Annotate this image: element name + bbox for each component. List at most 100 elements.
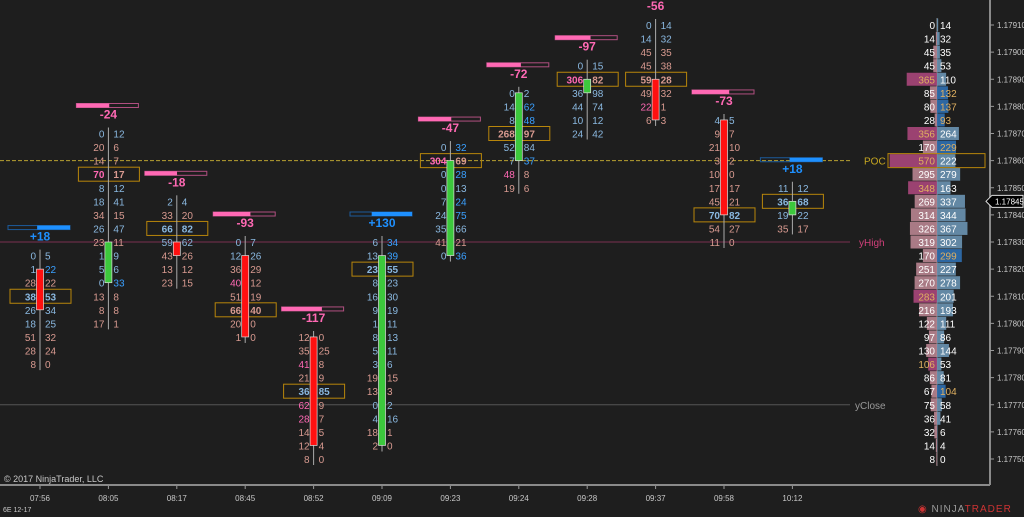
bid-volume: 3 bbox=[372, 360, 378, 371]
profile-ask-volume: 14 bbox=[940, 21, 952, 32]
ask-volume: 2 bbox=[387, 401, 393, 412]
profile-ask-bar bbox=[937, 249, 962, 263]
y-tick-label: 1.17830 bbox=[997, 238, 1024, 247]
bid-volume: 40 bbox=[230, 279, 242, 290]
ask-volume: 12 bbox=[113, 184, 125, 195]
ask-volume: 47 bbox=[113, 224, 125, 235]
profile-ask-bar bbox=[937, 86, 948, 100]
profile-bid-volume: 0 bbox=[929, 21, 935, 32]
ask-volume: 13 bbox=[455, 184, 467, 195]
ask-volume: 20 bbox=[182, 211, 194, 222]
profile-ask-volume: 264 bbox=[940, 130, 957, 141]
profile-bid-volume: 14 bbox=[924, 35, 936, 46]
bid-volume: 0 bbox=[578, 62, 584, 73]
bid-volume: 21 bbox=[298, 374, 310, 385]
y-tick-label: 1.17890 bbox=[997, 75, 1024, 84]
bid-volume: 51 bbox=[25, 333, 37, 344]
bid-volume: 0 bbox=[646, 21, 652, 32]
profile-bid-bar bbox=[908, 181, 937, 195]
ask-volume: 0 bbox=[319, 455, 325, 466]
ask-volume: 84 bbox=[524, 143, 536, 154]
profile-ask-bar bbox=[937, 330, 945, 344]
bid-volume: 59 bbox=[640, 75, 652, 86]
ask-volume: 26 bbox=[250, 252, 262, 263]
y-tick-label: 1.17790 bbox=[997, 347, 1024, 356]
bid-volume: 66 bbox=[230, 306, 242, 317]
bid-volume: 10 bbox=[709, 170, 721, 181]
bid-volume: 36 bbox=[777, 197, 789, 208]
bid-volume: 8 bbox=[509, 116, 515, 127]
ask-volume: 68 bbox=[797, 197, 809, 208]
bid-volume: 33 bbox=[162, 211, 174, 222]
profile-bid-bar bbox=[928, 357, 937, 371]
profile-bid-volume: 348 bbox=[918, 184, 935, 195]
ask-volume: 24 bbox=[455, 197, 467, 208]
ask-volume: 7 bbox=[250, 238, 256, 249]
candle-body-up bbox=[788, 200, 797, 216]
ask-volume: 97 bbox=[524, 130, 536, 141]
ask-volume: 0 bbox=[729, 238, 735, 249]
ask-volume: 0 bbox=[250, 319, 256, 330]
profile-bid-volume: 75 bbox=[924, 401, 936, 412]
bid-volume: 51 bbox=[230, 292, 242, 303]
ask-volume: 75 bbox=[455, 211, 467, 222]
profile-ask-volume: 32 bbox=[940, 35, 952, 46]
ask-volume: 9 bbox=[319, 374, 325, 385]
y-tick-label: 1.17860 bbox=[997, 157, 1024, 166]
bid-volume: 11 bbox=[778, 184, 789, 195]
profile-bid-volume: 122 bbox=[918, 319, 935, 330]
ask-volume: 82 bbox=[592, 75, 604, 86]
profile-ask-volume: 367 bbox=[940, 224, 957, 235]
ask-volume: 11 bbox=[387, 347, 398, 358]
bid-volume: 1 bbox=[30, 265, 36, 276]
profile-ask-bar bbox=[937, 99, 949, 113]
profile-ask-bar bbox=[937, 276, 961, 290]
profile-bid-bar bbox=[889, 154, 937, 168]
x-tick-label: 08:17 bbox=[167, 494, 188, 503]
delta-label: -47 bbox=[442, 121, 460, 135]
bid-volume: 12 bbox=[298, 441, 310, 452]
ask-volume: 74 bbox=[592, 102, 604, 113]
profile-ask-bar bbox=[937, 59, 942, 73]
bid-volume: 41 bbox=[435, 238, 447, 249]
ask-volume: 14 bbox=[661, 21, 673, 32]
ask-volume: 15 bbox=[387, 374, 399, 385]
profile-ask-bar bbox=[937, 167, 961, 181]
y-tick-label: 1.17900 bbox=[997, 48, 1024, 57]
bid-volume: 10 bbox=[572, 116, 584, 127]
ask-volume: 34 bbox=[387, 238, 399, 249]
ask-volume: 4 bbox=[182, 197, 188, 208]
ask-volume: 0 bbox=[250, 333, 256, 344]
bid-volume: 17 bbox=[93, 319, 105, 330]
profile-ask-volume: 227 bbox=[940, 265, 957, 276]
profile-bid-bar bbox=[936, 452, 937, 466]
bid-volume: 36 bbox=[230, 265, 242, 276]
bid-volume: 16 bbox=[367, 292, 379, 303]
ask-volume: 7 bbox=[729, 130, 735, 141]
ask-volume: 7 bbox=[319, 414, 325, 425]
candle-body-up bbox=[104, 241, 113, 284]
bid-volume: 4 bbox=[714, 116, 720, 127]
ask-volume: 82 bbox=[182, 224, 194, 235]
ask-volume: 8 bbox=[113, 292, 119, 303]
bid-volume: 8 bbox=[304, 455, 310, 466]
profile-ask-bar bbox=[937, 140, 957, 154]
profile-ask-bar bbox=[937, 303, 954, 317]
bid-volume: 11 bbox=[710, 238, 721, 249]
bid-volume: 304 bbox=[430, 157, 447, 168]
ask-volume: 3 bbox=[387, 387, 393, 398]
profile-ask-bar bbox=[937, 235, 963, 249]
bid-volume: 23 bbox=[367, 265, 379, 276]
x-tick-label: 08:52 bbox=[304, 494, 325, 503]
profile-ask-volume: 302 bbox=[940, 238, 957, 249]
profile-bid-bar bbox=[912, 167, 937, 181]
candle-body-down bbox=[651, 78, 660, 121]
bid-volume: 18 bbox=[367, 428, 379, 439]
profile-bid-volume: 8 bbox=[929, 455, 935, 466]
ask-volume: 3 bbox=[661, 116, 667, 127]
profile-bid-volume: 216 bbox=[918, 306, 935, 317]
bid-volume: 35 bbox=[298, 347, 310, 358]
profile-ask-volume: 229 bbox=[940, 143, 957, 154]
